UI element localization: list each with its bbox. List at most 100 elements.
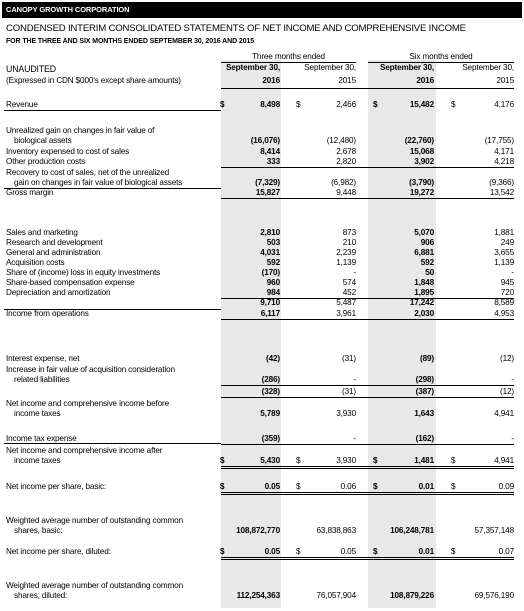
- value-cell: 1,139: [336, 258, 356, 267]
- header-sep30-three-2016: September 30,: [225, 63, 280, 72]
- value-cell: (16,076): [250, 136, 280, 145]
- value-cell: (12,480): [326, 136, 356, 145]
- value-cell: 4,953: [494, 309, 514, 318]
- value-cell: 0.05: [264, 547, 280, 556]
- header-year-six-2015: 2015: [496, 76, 514, 85]
- value-cell: 5,487: [336, 298, 356, 307]
- row-rule: [221, 557, 514, 558]
- row-label: Research and development: [6, 238, 103, 247]
- value-cell: 3,961: [336, 309, 356, 318]
- header-three-months: Three months ended: [252, 52, 325, 61]
- value-cell: 2,239: [336, 248, 356, 257]
- value-cell: 4,941: [494, 456, 514, 465]
- currency-symbol: $: [373, 456, 378, 465]
- row-label: Gross margin: [6, 188, 54, 197]
- row-label: Net income and comprehensive income afte…: [6, 446, 163, 455]
- value-cell: 2,810: [260, 228, 280, 237]
- value-cell: (17,755): [484, 136, 514, 145]
- value-cell: 9,448: [336, 188, 356, 197]
- value-cell: 2,820: [336, 157, 356, 166]
- row-label-continued: biological assets: [14, 136, 72, 145]
- value-cell: 15,068: [409, 147, 434, 156]
- row-rule-double: [221, 468, 514, 469]
- currency-symbol: $: [451, 456, 456, 465]
- value-cell: 5,430: [260, 456, 280, 465]
- value-cell: 210: [342, 238, 356, 247]
- header-year-three-2015: 2015: [338, 76, 356, 85]
- value-cell: -: [353, 375, 356, 384]
- unaudited-label: UNAUDITED: [6, 64, 56, 74]
- row-label: Interest expense, net: [6, 354, 80, 363]
- value-cell: (387): [415, 387, 435, 396]
- currency-symbol: $: [373, 547, 378, 556]
- value-cell: (6,982): [331, 178, 356, 187]
- row-label-continued: shares, basic:: [14, 526, 63, 535]
- row-label: Share of (income) loss in equity investm…: [6, 268, 161, 277]
- header-sep30-six-2016: September 30,: [379, 63, 434, 72]
- row-rule: [221, 319, 514, 320]
- value-cell: 4,176: [494, 100, 514, 109]
- currency-symbol: $: [220, 482, 225, 491]
- value-cell: 6,117: [260, 309, 280, 318]
- value-cell: 13,542: [489, 188, 514, 197]
- value-cell: 8,498: [260, 100, 280, 109]
- value-cell: (328): [261, 387, 281, 396]
- row-label: Inventory expensed to cost of sales: [6, 147, 130, 156]
- value-cell: 249: [500, 238, 514, 247]
- value-cell: (12): [500, 354, 514, 363]
- value-cell: (359): [261, 434, 281, 443]
- currency-symbol: $: [220, 547, 225, 556]
- value-cell: -: [511, 268, 514, 277]
- value-cell: 2,030: [414, 309, 434, 318]
- value-cell: 8,414: [260, 147, 280, 156]
- statement-title: CONDENSED INTERIM CONSOLIDATED STATEMENT…: [6, 23, 466, 34]
- value-cell: 76,057,904: [316, 591, 357, 600]
- value-cell: 3,655: [494, 248, 514, 257]
- value-cell: 17,242: [409, 298, 434, 307]
- currency-symbol: $: [296, 547, 301, 556]
- row-label: Income tax expense: [6, 434, 77, 443]
- row-label-continued: income taxes: [14, 409, 61, 418]
- value-cell: (31): [342, 354, 356, 363]
- row-rule: [221, 385, 514, 386]
- row-label-continued: income taxes: [14, 456, 61, 465]
- value-cell: (12): [500, 387, 514, 396]
- value-cell: 960: [266, 278, 280, 287]
- value-cell: 50: [425, 268, 434, 277]
- value-cell: 2,466: [336, 100, 356, 109]
- value-cell: 720: [500, 288, 514, 297]
- row-label: Acquisition costs: [6, 258, 65, 267]
- row-label: Increase in fair value of acquisition co…: [6, 365, 175, 374]
- col-shade-2016-six: [368, 60, 436, 608]
- ops-rule: [4, 309, 221, 310]
- row-label: Net income per share, basic:: [6, 482, 107, 491]
- row-label-continued: gain on changes in fair value of biologi…: [14, 178, 183, 187]
- value-cell: (3,790): [409, 178, 434, 187]
- row-label: General and administration: [6, 248, 101, 257]
- row-label: Depreciation and amortization: [6, 288, 111, 297]
- row-rule: [221, 298, 514, 299]
- header-sep30-six-2015: September 30,: [462, 63, 514, 72]
- value-cell: 1,139: [494, 258, 514, 267]
- currency-symbol: $: [296, 456, 301, 465]
- value-cell: 0.07: [498, 547, 514, 556]
- value-cell: 0.06: [340, 482, 356, 491]
- currency-symbol: $: [451, 100, 456, 109]
- header-year-six-2016: 2016: [416, 76, 434, 85]
- value-cell: (7,329): [255, 178, 280, 187]
- value-cell: 592: [420, 258, 434, 267]
- row-label-continued: shares, diluted:: [14, 591, 68, 600]
- value-cell: (286): [261, 375, 281, 384]
- header-sep30-three-2015: September 30,: [304, 63, 356, 72]
- value-cell: 57,357,148: [474, 526, 515, 535]
- value-cell: -: [353, 434, 356, 443]
- row-label: Other production costs: [6, 157, 86, 166]
- row-label: Recovery to cost of sales, net of the un…: [6, 168, 170, 177]
- value-cell: 0.05: [264, 482, 280, 491]
- value-cell: 4,218: [494, 157, 514, 166]
- value-cell: 503: [266, 238, 280, 247]
- currency-symbol: $: [296, 100, 301, 109]
- value-cell: 8,589: [494, 298, 514, 307]
- value-cell: 6,881: [414, 248, 434, 257]
- row-label: Net income and comprehensive income befo…: [6, 399, 169, 408]
